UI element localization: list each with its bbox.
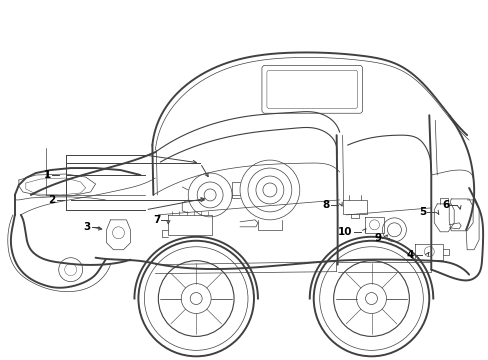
Text: 2: 2: [48, 195, 56, 205]
Text: 10: 10: [337, 227, 352, 237]
Text: 3: 3: [83, 222, 90, 232]
Text: 9: 9: [374, 233, 381, 243]
Text: 1: 1: [43, 170, 51, 180]
Text: 6: 6: [441, 200, 448, 210]
Text: 5: 5: [418, 207, 426, 217]
Text: 8: 8: [322, 200, 329, 210]
Text: 4: 4: [406, 250, 413, 260]
Text: 7: 7: [153, 215, 160, 225]
